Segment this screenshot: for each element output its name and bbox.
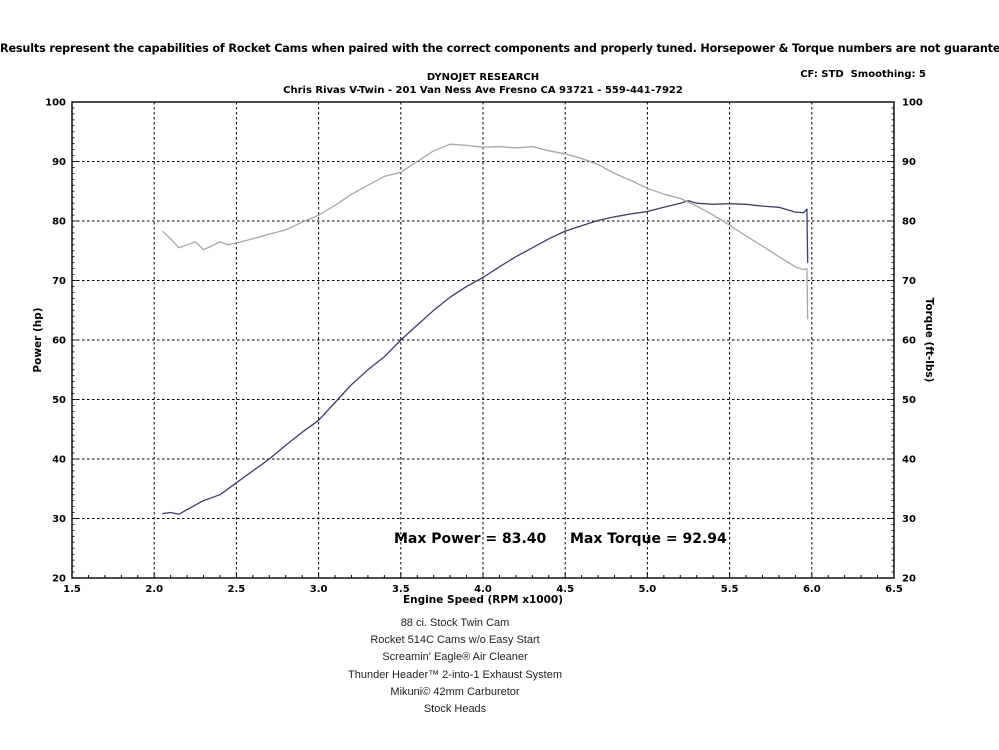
x-tick-label: 5.0	[639, 584, 657, 595]
y-tick-label-left: 70	[52, 276, 66, 287]
x-tick-label: 2.5	[228, 584, 246, 595]
y-tick-label-right: 100	[902, 98, 923, 109]
y-tick-label-right: 70	[902, 276, 916, 287]
y-tick-labels-right: 20 30 40 50 60 70 80 90 100	[902, 98, 923, 585]
x-tick-label: 3.0	[310, 584, 328, 595]
y-tick-label-right: 60	[902, 336, 916, 347]
plot-frame	[71, 101, 895, 579]
x-tick-label: 5.5	[721, 584, 739, 595]
y-tick-label-left: 20	[52, 574, 66, 585]
y-axis-label-right: Torque (ft-lbs)	[923, 298, 935, 383]
y-tick-label-left: 30	[52, 514, 66, 525]
note-line: Stock Heads	[423, 703, 487, 716]
y-axis-label-left: Power (hp)	[32, 307, 44, 372]
y-tick-label-left: 80	[52, 217, 66, 228]
x-tick-labels: 1.5 2.0 2.5 3.0 3.5 4.0 4.5 5.0 5.5 6.0 6.5	[63, 584, 903, 595]
company-name: DYNOJET RESEARCH	[427, 72, 539, 83]
power-curve	[162, 200, 809, 515]
x-tick-label: 2.0	[145, 584, 163, 595]
x-axis-label: Engine Speed (RPM x1000)	[403, 594, 563, 606]
max-torque-label: Max Torque = 92.94	[570, 531, 727, 547]
torque-curve	[161, 143, 809, 320]
run-settings: CF: STD Smoothing: 5	[800, 69, 926, 80]
y-tick-label-left: 90	[52, 157, 66, 168]
note-line: Rocket 514C Cams w/o Easy Start	[370, 634, 540, 647]
series-lines	[161, 143, 809, 515]
note-line: Mikuni© 42mm Carburetor	[390, 685, 520, 698]
y-tick-label-left: 40	[52, 455, 66, 466]
y-tick-label-right: 40	[902, 455, 916, 466]
y-tick-label-right: 20	[902, 574, 916, 585]
build-notes: 88 ci. Stock Twin Cam Rocket 514C Cams w…	[300, 615, 610, 718]
x-tick-label: 4.0	[474, 584, 492, 595]
y-tick-labels-left: 20 30 40 50 60 70 80 90 100	[45, 98, 66, 585]
grid-lines	[72, 102, 894, 578]
x-tick-label: 6.0	[803, 584, 821, 595]
y-tick-label-right: 30	[902, 514, 916, 525]
y-tick-label-right: 90	[902, 157, 916, 168]
note-line: 88 ci. Stock Twin Cam	[400, 617, 510, 629]
shop-info: Chris Rivas V-Twin - 201 Van Ness Ave Fr…	[283, 85, 683, 96]
note-line: Screamin' Eagle® Air Cleaner	[382, 651, 528, 664]
y-tick-label-left: 100	[45, 98, 66, 109]
note-line: Thunder Header™ 2-into-1 Exhaust System	[348, 668, 562, 681]
disclaimer-text: Results represent the capabilities of Ro…	[0, 42, 999, 55]
y-tick-label-right: 50	[902, 395, 916, 406]
y-tick-label-right: 80	[902, 217, 916, 228]
y-tick-label-left: 60	[52, 336, 66, 347]
x-tick-label: 6.5	[885, 584, 903, 595]
x-tick-label: 3.5	[392, 584, 410, 595]
x-tick-label: 4.5	[556, 584, 574, 595]
x-tick-label: 1.5	[63, 584, 81, 595]
y-tick-label-left: 50	[52, 395, 66, 406]
max-power-label: Max Power = 83.40	[394, 531, 547, 547]
